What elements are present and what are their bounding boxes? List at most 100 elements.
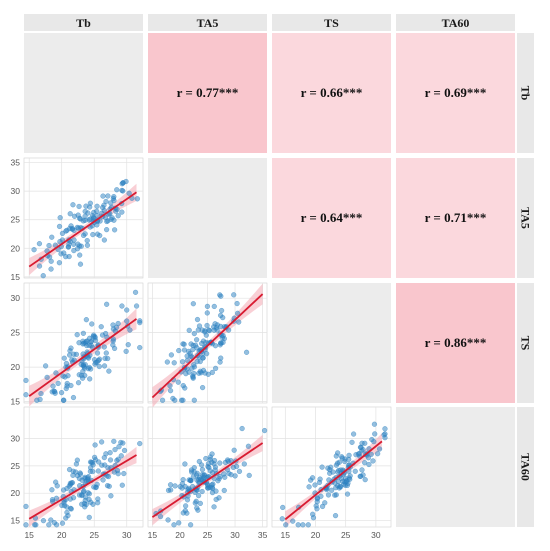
- scatter-point: [318, 493, 324, 499]
- scatter-point: [218, 293, 224, 299]
- correlation-panel: [272, 33, 391, 153]
- scatter-point: [46, 522, 52, 528]
- column-strip-label: TA60: [442, 16, 470, 30]
- scatter-point: [115, 471, 121, 477]
- scatter-point: [91, 209, 97, 216]
- scatter-point: [31, 247, 37, 253]
- scatter-point: [112, 227, 118, 233]
- scatter-point: [77, 261, 84, 267]
- scatter-point: [36, 263, 43, 269]
- scatter-point: [58, 390, 65, 396]
- scatter-point: [48, 517, 54, 523]
- scatter-point: [103, 198, 109, 205]
- y-tick-label: 25: [11, 461, 21, 471]
- scatter-point: [359, 467, 365, 473]
- scatter-point: [234, 300, 240, 307]
- scatter-point: [290, 518, 296, 524]
- scatter-point: [209, 451, 215, 457]
- scatter-point: [191, 397, 197, 403]
- column-strip-ta60: [396, 14, 515, 31]
- scatter-point: [126, 190, 132, 196]
- x-tick-label: 30: [371, 530, 381, 540]
- scatter-point: [82, 497, 88, 504]
- scatter-point: [48, 258, 54, 264]
- scatter-point: [239, 425, 245, 432]
- scatter-point: [200, 355, 206, 361]
- scatter-point: [168, 352, 175, 358]
- scatter-panel: 15 20 25 30: [271, 406, 392, 540]
- scatter-point: [110, 322, 116, 328]
- scatter-point: [180, 383, 186, 389]
- scatter-point: [48, 266, 54, 272]
- scatter-point: [346, 456, 352, 462]
- strip-labels: Tb TA5 TS TA60 Tb TA5 TS TA60: [24, 14, 534, 527]
- correlation-label: r = 0.69***: [425, 85, 487, 100]
- scatter-point: [64, 509, 70, 516]
- scatter-point: [327, 467, 333, 473]
- scatter-point: [190, 375, 196, 381]
- scatter-point: [87, 204, 93, 210]
- scatter-point: [120, 440, 126, 446]
- scatter-point: [186, 369, 192, 375]
- scatter-point: [80, 368, 86, 375]
- scatter-point: [191, 330, 197, 337]
- column-strip-tb: [24, 14, 143, 31]
- scatter-point: [127, 327, 133, 333]
- scatter-point: [365, 455, 372, 461]
- scatter-point: [194, 337, 200, 343]
- column-strip-label: TS: [324, 16, 339, 30]
- y-tick-label: 15: [11, 397, 21, 407]
- scatter-point: [57, 238, 63, 245]
- scatter-point: [112, 446, 118, 453]
- scatter-point: [74, 332, 80, 338]
- scatter-point: [88, 465, 94, 471]
- panel-grid: r = 0.77*** r = 0.66*** r = 0.69*** r = 0.6…: [11, 33, 515, 540]
- scatter-point: [215, 478, 221, 484]
- column-strip-ts: [272, 14, 391, 31]
- scatter-point: [38, 391, 44, 397]
- scatter-point: [196, 479, 202, 485]
- scatter-point: [194, 505, 200, 511]
- scatter-point: [209, 369, 215, 376]
- correlation-panel: [272, 158, 391, 278]
- scatter-point: [111, 438, 117, 444]
- scatter-point: [23, 392, 29, 398]
- scatter-point: [79, 492, 85, 498]
- scatter-point: [236, 468, 243, 475]
- regression-line: [151, 293, 264, 399]
- scatter-point: [194, 316, 201, 323]
- scatter-point: [319, 464, 325, 470]
- scatter-point: [230, 464, 236, 470]
- diagonal-panel-ta60: [396, 407, 515, 527]
- scatter-panel: 15 20 25 30 15 20 25 30: [11, 406, 144, 540]
- scatter-point: [80, 330, 86, 336]
- scatter-point: [84, 242, 91, 248]
- scatter-point: [167, 482, 174, 488]
- scatter-point: [70, 394, 77, 401]
- scatter-point: [60, 397, 67, 403]
- scatter-point: [67, 211, 73, 217]
- scatter-point: [78, 243, 84, 249]
- y-tick-label: 35: [11, 158, 21, 168]
- correlation-panel: [396, 158, 515, 278]
- scatter-point: [70, 202, 76, 208]
- scatter-point: [86, 335, 93, 341]
- scatter-point: [76, 203, 82, 210]
- diagonal-panel-tb: [24, 33, 143, 153]
- scatter-point: [121, 447, 128, 454]
- scatter-point: [310, 515, 317, 521]
- scatter-point: [44, 374, 50, 381]
- scatter-point: [188, 477, 194, 484]
- x-tick-label: 15: [281, 530, 291, 540]
- scatter-point: [111, 197, 117, 204]
- scatter-point: [101, 207, 107, 214]
- x-tick-label: 15: [24, 530, 34, 540]
- scatter-point: [77, 252, 83, 258]
- scatter-point: [179, 359, 186, 365]
- scatter-point: [77, 215, 83, 221]
- scatter-point: [295, 522, 301, 528]
- scatter-point: [213, 496, 219, 503]
- scatter-point: [196, 493, 202, 499]
- scatter-point: [82, 213, 88, 219]
- scatter-point: [92, 454, 98, 460]
